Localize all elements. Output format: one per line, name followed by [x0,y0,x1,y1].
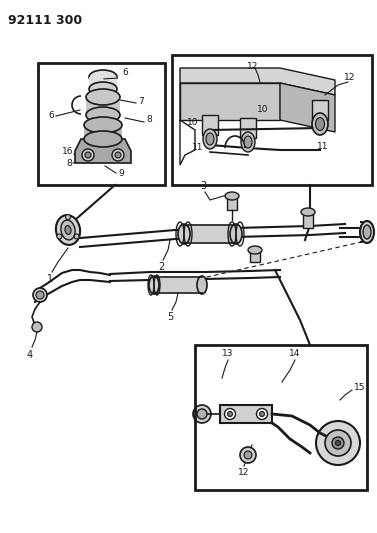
Text: 8: 8 [66,158,72,167]
Ellipse shape [301,208,315,216]
Text: 3: 3 [200,181,206,191]
Bar [154,278,202,292]
Ellipse shape [230,224,242,244]
Text: 92111 300: 92111 300 [8,14,82,27]
Text: 12: 12 [344,74,356,83]
Circle shape [336,440,340,446]
Circle shape [57,234,62,239]
Text: 5: 5 [167,312,173,322]
Ellipse shape [149,276,159,294]
Circle shape [74,234,79,239]
Circle shape [256,408,268,419]
Text: 6: 6 [122,68,128,77]
Ellipse shape [197,276,207,294]
Bar [172,55,372,185]
Polygon shape [75,139,131,163]
Circle shape [193,405,211,423]
Ellipse shape [86,89,120,105]
Bar [195,345,367,490]
Bar [312,100,328,120]
Circle shape [224,408,236,419]
Ellipse shape [178,224,190,244]
Circle shape [227,411,233,416]
Text: 14: 14 [289,349,301,358]
Circle shape [197,409,207,419]
Polygon shape [180,68,335,95]
Circle shape [32,322,42,332]
Bar [250,250,260,262]
Text: 1: 1 [47,274,53,284]
Bar [89,77,117,89]
Text: 12: 12 [247,62,259,71]
Ellipse shape [316,117,325,131]
Bar [240,118,256,138]
Circle shape [244,451,252,459]
Circle shape [316,421,360,465]
Bar [220,405,272,423]
Ellipse shape [65,225,71,235]
Bar [84,125,122,139]
Bar [303,212,313,228]
Ellipse shape [89,82,117,96]
Ellipse shape [363,225,371,239]
Bar [86,97,120,115]
Text: 2: 2 [158,262,164,272]
Bar [184,226,236,242]
Text: 6: 6 [48,111,54,120]
Ellipse shape [312,113,328,135]
Circle shape [259,411,265,416]
Text: 10: 10 [257,105,269,114]
Circle shape [325,430,351,456]
Circle shape [66,214,70,220]
Ellipse shape [61,220,75,240]
Circle shape [82,149,94,161]
Text: 4: 4 [27,350,33,360]
Text: 8: 8 [146,116,152,125]
Text: 11: 11 [192,143,204,152]
Circle shape [33,288,47,302]
Ellipse shape [248,246,262,254]
Polygon shape [280,83,335,132]
Text: 10: 10 [187,118,199,127]
Ellipse shape [89,70,117,84]
Text: 11: 11 [317,142,329,151]
Bar [38,63,165,185]
Circle shape [85,152,91,158]
Circle shape [115,152,121,158]
Ellipse shape [203,129,217,149]
Ellipse shape [84,117,122,133]
Circle shape [332,437,344,449]
Text: 16: 16 [62,148,74,157]
Ellipse shape [56,215,80,245]
Bar [202,115,218,135]
Ellipse shape [244,136,252,148]
Ellipse shape [360,221,374,243]
Text: 13: 13 [222,349,234,358]
Ellipse shape [86,107,120,123]
Circle shape [112,149,124,161]
Ellipse shape [225,192,239,200]
Text: 12: 12 [238,468,250,477]
Text: 9: 9 [118,168,124,177]
Bar [227,196,237,210]
Ellipse shape [206,133,214,145]
Ellipse shape [241,132,255,152]
Polygon shape [180,83,280,120]
Text: 15: 15 [354,384,365,392]
Circle shape [36,291,44,299]
Ellipse shape [84,131,122,147]
Text: 7: 7 [138,96,144,106]
Circle shape [240,447,256,463]
